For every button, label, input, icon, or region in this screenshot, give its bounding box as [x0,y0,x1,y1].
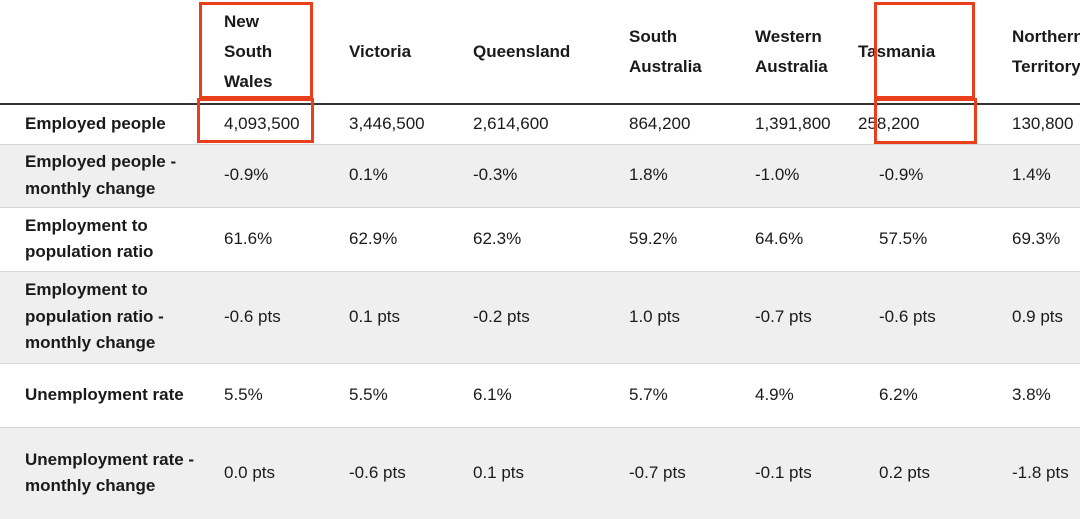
table-cell: 1.4% [987,144,1080,208]
table-row: Employed people - monthly change -0.9% 0… [0,144,1080,208]
table-cell: 0.9 pts [987,271,1080,364]
table-cell: 61.6% [199,207,324,272]
table-cell: -0.3% [448,144,604,208]
column-header-tasmania: Tasmania [858,41,936,61]
table-cell: 1.0 pts [604,271,730,364]
column-header-queensland: Queensland [473,41,571,61]
column-header-northern-territory: Northern Territory [1012,26,1080,76]
table-cell: 258,200 [854,104,987,145]
table-cell: 0.1 pts [324,271,448,364]
row-label: Unemployment rate [0,363,199,428]
table-row: Unemployment rate - monthly change 0.0 p… [0,427,1080,519]
table-cell: -0.9% [199,144,324,208]
table-cell: 59.2% [604,207,730,272]
table-cell: -0.6 pts [854,271,987,364]
table-cell: -0.7 pts [604,427,730,519]
table-body: Employed people 4,093,500 3,446,500 2,61… [0,104,1080,519]
table-cell: 0.1% [324,144,448,208]
table-row: Unemployment rate 5.5% 5.5% 6.1% 5.7% 4.… [0,363,1080,428]
header-corner [0,0,199,104]
row-label: Employed people - monthly change [0,144,199,208]
table-cell: 4.9% [730,363,854,428]
table-cell: -0.7 pts [730,271,854,364]
table-cell: 1.8% [604,144,730,208]
table-cell: 5.5% [199,363,324,428]
column-header-victoria: Victoria [349,41,412,61]
column-header-western-australia: Western Australia [755,26,828,76]
table-cell: 4,093,500 [199,104,324,145]
table-cell: 62.3% [448,207,604,272]
table-cell: -0.2 pts [448,271,604,364]
table-cell: 3.8% [987,363,1080,428]
table-cell: 1,391,800 [730,104,854,145]
column-header-south-australia: South Australia [629,26,702,76]
table-cell: 57.5% [854,207,987,272]
table-cell: 0.1 pts [448,427,604,519]
row-label: Employment to population ratio - monthly… [0,271,199,364]
row-label: Unemployment rate - monthly change [0,427,199,519]
table-header: New South Wales Victoria Queensland Sout… [0,0,1080,104]
table-row: Employment to population ratio 61.6% 62.… [0,207,1080,272]
table-cell: 5.5% [324,363,448,428]
table-cell: -0.9% [854,144,987,208]
table-cell: 864,200 [604,104,730,145]
table-cell: 69.3% [987,207,1080,272]
header-row: New South Wales Victoria Queensland Sout… [0,0,1080,104]
table-cell: 130,800 [987,104,1080,145]
row-label: Employment to population ratio [0,207,199,272]
table-cell: 6.2% [854,363,987,428]
row-label: Employed people [0,104,199,145]
table-cell: -0.1 pts [730,427,854,519]
table-cell: 0.2 pts [854,427,987,519]
table-cell: 2,614,600 [448,104,604,145]
table-row: Employment to population ratio - monthly… [0,271,1080,364]
table-cell: -0.6 pts [199,271,324,364]
table-cell: 6.1% [448,363,604,428]
table-cell: 62.9% [324,207,448,272]
table-cell: -1.0% [730,144,854,208]
table-row: Employed people 4,093,500 3,446,500 2,61… [0,104,1080,145]
column-header-nsw: New South Wales [224,11,273,91]
table-cell: 5.7% [604,363,730,428]
table-cell: 3,446,500 [324,104,448,145]
table-cell: -0.6 pts [324,427,448,519]
table-cell: 0.0 pts [199,427,324,519]
table-cell: 64.6% [730,207,854,272]
table-cell: -1.8 pts [987,427,1080,519]
